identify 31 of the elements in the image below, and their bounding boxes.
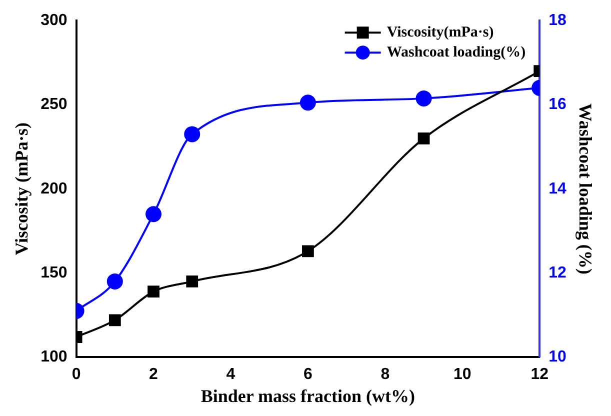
point [148, 286, 160, 298]
y-tick-label: 150 [40, 264, 68, 282]
x-tick-label: 6 [303, 366, 312, 384]
y-tick-label: 300 [40, 12, 68, 30]
x-tick-label: 4 [226, 366, 236, 384]
y2-tick-label: 10 [548, 348, 566, 366]
y2-tick-label: 18 [548, 12, 566, 30]
y-tick-label: 250 [40, 96, 68, 114]
legend-label: Washcoat loading(%) [386, 44, 526, 60]
y2-tick-label: 12 [548, 264, 566, 282]
point [184, 126, 200, 142]
point [108, 314, 121, 326]
x-tick-label: 12 [530, 366, 549, 384]
y2-axis-title: Washcoat loading (%) [576, 103, 596, 274]
x-tick-label: 0 [72, 366, 81, 384]
x-axis-title: Binder mass fraction (wt%) [200, 386, 416, 406]
point [302, 245, 314, 258]
y2-tick-label: 14 [548, 180, 566, 198]
x-tick-label: 2 [149, 366, 158, 384]
legend-label: Viscosity(mPa·s) [386, 24, 494, 40]
point [186, 276, 198, 288]
point [300, 94, 316, 111]
point [106, 273, 123, 290]
y-axis-title: Viscosity (mPa·s) [11, 122, 32, 256]
point [418, 132, 430, 144]
y-tick-label: 200 [40, 180, 68, 198]
x-tick-label: 10 [453, 366, 472, 384]
y2-tick-label: 16 [548, 96, 566, 114]
x-tick-label: 8 [380, 366, 390, 384]
point [146, 206, 162, 222]
y-tick-label: 100 [40, 348, 68, 366]
